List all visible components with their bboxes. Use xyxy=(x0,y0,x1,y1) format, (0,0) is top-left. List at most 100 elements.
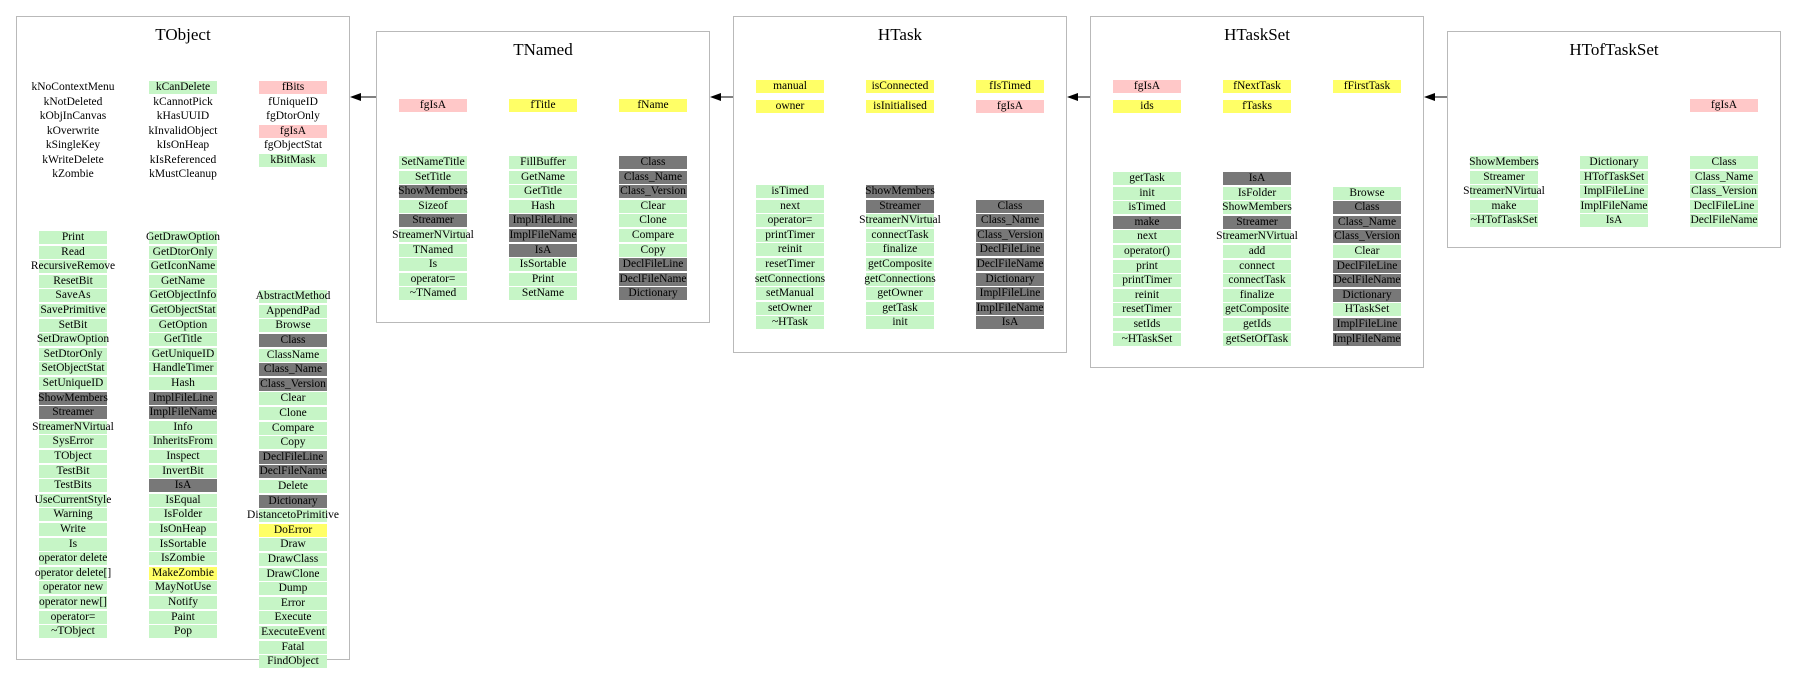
class-box-htaskset: HTaskSet fgIsA ids fNextTask fTasks fFirstTas… xyxy=(1090,16,1424,368)
member-kisreferenced: kIsReferenced xyxy=(149,153,217,166)
method-next: next xyxy=(756,199,824,213)
method-testbit: TestBit xyxy=(39,464,107,478)
method-setowner: setOwner xyxy=(756,301,824,315)
method-classname: ClassName xyxy=(259,348,327,362)
method-declfileline: DeclFileLine xyxy=(1333,259,1401,273)
method-class-name: Class_Name xyxy=(976,214,1044,228)
method-setmanual: setManual xyxy=(756,287,824,301)
method-dump: Dump xyxy=(259,582,327,596)
method-getconnections: getConnections xyxy=(864,272,936,286)
class-title: HTask xyxy=(877,25,923,44)
method-class-version: Class_Version xyxy=(976,228,1044,242)
method-class-version: Class_Version xyxy=(619,185,687,199)
member-kcannotpick: kCannotPick xyxy=(153,95,213,108)
method-htaskset: HTaskSet xyxy=(1333,303,1401,317)
method-tnamed: TNamed xyxy=(399,243,467,257)
arrow-head-icon xyxy=(1424,93,1435,101)
method-browse: Browse xyxy=(1333,186,1401,200)
method-class: Class xyxy=(1333,201,1401,215)
method-usecurrentstyle: UseCurrentStyle xyxy=(34,493,112,507)
method-getsetoftask: getSetOfTask xyxy=(1223,332,1291,346)
method-fillbuffer: FillBuffer xyxy=(509,156,577,169)
method-syserror: SysError xyxy=(39,435,107,449)
method-class-version: Class_Version xyxy=(1333,230,1401,244)
method-copy: Copy xyxy=(259,436,327,450)
method-geticonname: GetIconName xyxy=(149,260,217,274)
method-setbit: SetBit xyxy=(39,318,107,332)
method-hash: Hash xyxy=(509,199,577,213)
method-declfilename: DeclFileName xyxy=(1333,274,1401,288)
member-kcandelete: kCanDelete xyxy=(149,81,217,94)
method-next: next xyxy=(1113,230,1181,244)
member-ftasks: fTasks xyxy=(1223,99,1291,113)
method-clone: Clone xyxy=(619,214,687,228)
member-ksinglekey: kSingleKey xyxy=(45,139,101,151)
method-print: print xyxy=(1113,259,1181,273)
method-operator: operator= xyxy=(399,272,467,286)
method-is: Is xyxy=(39,537,107,551)
method-implfilename: ImplFileName xyxy=(1580,199,1648,213)
method-getcomposite: getComposite xyxy=(866,258,934,271)
method-class-version: Class_Version xyxy=(259,377,327,391)
method-class: Class xyxy=(1690,156,1758,169)
method-isfolder: IsFolder xyxy=(1223,186,1291,200)
member-fistimed: fIsTimed xyxy=(976,80,1044,93)
method-declfilename: DeclFileName xyxy=(976,258,1044,271)
method-fatal: Fatal xyxy=(259,640,327,654)
method-streamernvirtual: StreamerNVirtual xyxy=(1463,185,1545,199)
method-class-name: Class_Name xyxy=(619,170,687,184)
member-fgdtoronly: fgDtorOnly xyxy=(266,110,320,122)
method-declfilename: DeclFileName xyxy=(1690,214,1758,228)
class-title: TNamed xyxy=(513,40,573,59)
arrow-head-icon xyxy=(710,93,721,101)
method-htask: ~HTask xyxy=(756,316,824,330)
class-title: HTofTaskSet xyxy=(1569,40,1659,59)
method-dictionary: Dictionary xyxy=(976,272,1044,286)
method-isequal: IsEqual xyxy=(149,493,217,507)
method-isa: IsA xyxy=(976,316,1044,330)
method-getdrawoption: GetDrawOption xyxy=(145,231,221,244)
method-getids: getIds xyxy=(1223,318,1291,331)
method-compare: Compare xyxy=(259,421,327,435)
method-declfileline: DeclFileLine xyxy=(1690,199,1758,213)
method-streamer: Streamer xyxy=(1223,215,1291,229)
member-fgisa: fgIsA xyxy=(259,124,327,138)
method-declfileline: DeclFileLine xyxy=(619,258,687,272)
method-reinit: reinit xyxy=(1113,288,1181,302)
method-setdrawoption: SetDrawOption xyxy=(36,333,110,347)
method-declfilename: DeclFileName xyxy=(259,465,327,479)
method-isa: IsA xyxy=(1580,214,1648,228)
method-setconnections: setConnections xyxy=(754,272,826,286)
method-tobject: ~TObject xyxy=(39,625,107,639)
method-issortable: IsSortable xyxy=(509,258,577,272)
class-box-htoftaskset: HTofTaskSet fgIsA ShowMembers Streamer Strea… xyxy=(1447,31,1781,248)
method-class-name: Class_Name xyxy=(1690,170,1758,184)
method-streamernvirtual: StreamerNVirtual xyxy=(32,420,114,434)
method-paint: Paint xyxy=(149,610,217,624)
member-kwritedelete: kWriteDelete xyxy=(42,153,104,166)
method-showmembers: ShowMembers xyxy=(865,185,935,198)
method-maynotuse: MayNotUse xyxy=(149,581,217,595)
method-operator-delete: operator delete[] xyxy=(34,566,112,580)
member-fgisa: fgIsA xyxy=(399,99,467,112)
method-implfileline: ImplFileLine xyxy=(976,287,1044,301)
method-streamernvirtual: StreamerNVirtual xyxy=(392,229,474,242)
method-class: Class xyxy=(619,156,687,169)
method-iszombie: IsZombie xyxy=(149,552,217,566)
method-getdtoronly: GetDtorOnly xyxy=(149,245,217,259)
member-isconnected: isConnected xyxy=(866,80,934,93)
method-operator-new: operator new[] xyxy=(38,596,108,609)
method-doerror: DoError xyxy=(259,523,327,537)
method-implfilename: ImplFileName xyxy=(509,229,577,242)
method-connect: connect xyxy=(1223,259,1291,273)
method-clear: Clear xyxy=(619,199,687,213)
member-manual: manual xyxy=(756,80,824,93)
method-implfilename: ImplFileName xyxy=(1333,332,1401,346)
member-ftitle: fTitle xyxy=(509,99,577,112)
method-hash: Hash xyxy=(149,377,217,390)
member-kbitmask: kBitMask xyxy=(259,153,327,167)
member-fgisa: fgIsA xyxy=(1113,80,1181,93)
method-gettask: getTask xyxy=(1113,172,1181,185)
method-printtimer: printTimer xyxy=(756,228,824,242)
